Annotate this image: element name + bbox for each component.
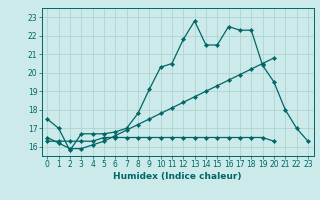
X-axis label: Humidex (Indice chaleur): Humidex (Indice chaleur)	[113, 172, 242, 181]
